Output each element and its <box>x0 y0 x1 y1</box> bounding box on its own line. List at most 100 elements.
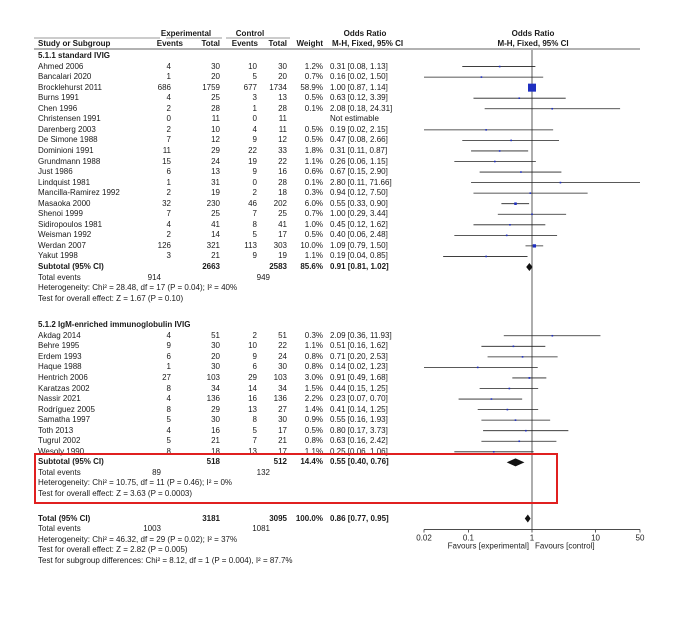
study-total-exp: 34 <box>211 383 220 393</box>
study-marker <box>490 398 493 400</box>
study-marker <box>498 65 501 68</box>
study-or-ci: 0.47 [0.08, 2.66] <box>330 135 388 145</box>
study-marker <box>518 97 521 99</box>
study-marker <box>480 76 483 78</box>
study-weight: 0.5% <box>304 135 323 145</box>
total-events-ctl: 1081 <box>252 524 270 534</box>
subtotal-highlight-box <box>34 453 558 504</box>
study-total-exp: 28 <box>211 103 220 113</box>
study-total-ctl: 51 <box>278 330 287 340</box>
study-marker <box>518 440 521 443</box>
study-total-ctl: 19 <box>278 251 287 261</box>
study-total-ctl: 22 <box>278 156 287 166</box>
header-experimental: Experimental <box>160 29 212 38</box>
group-title-2: 5.1.2 IgM-enriched immunoglobulin IVIG <box>38 320 191 330</box>
study-or-ci: 0.14 [0.02, 1.23] <box>330 362 388 372</box>
study-name: Yakut 1998 <box>38 251 78 261</box>
study-total-exp: 25 <box>211 93 220 103</box>
study-total-ctl: 11 <box>278 114 287 124</box>
study-events-exp: 2 <box>166 230 171 240</box>
study-events-ctl: 6 <box>252 362 257 372</box>
study-total-exp: 136 <box>206 394 220 404</box>
study-total-exp: 25 <box>211 209 220 219</box>
study-name: Samatha 1997 <box>38 415 91 425</box>
study-or-ci: 0.55 [0.33, 0.90] <box>330 198 388 208</box>
study-marker <box>485 255 487 258</box>
x-tick-label: 0.02 <box>416 534 432 543</box>
study-events-exp: 4 <box>166 219 171 229</box>
study-or-ci: 2.80 [0.11, 71.66] <box>330 177 392 187</box>
study-or-ci: 0.80 [0.17, 3.73] <box>330 425 388 435</box>
study-events-ctl: 9 <box>252 251 257 261</box>
study-total-exp: 11 <box>211 114 220 124</box>
study-total-exp: 31 <box>211 177 220 187</box>
study-name: Haque 1988 <box>38 362 82 372</box>
heterogeneity-text: Heterogeneity: Chi² = 28.48, df = 17 (P … <box>38 283 238 293</box>
study-events-ctl: 19 <box>248 156 257 166</box>
study-marker <box>514 419 517 421</box>
study-events-ctl: 9 <box>252 351 257 361</box>
study-or-ci: 0.71 [0.20, 2.53] <box>330 351 388 361</box>
study-total-exp: 41 <box>211 219 220 229</box>
study-events-exp: 6 <box>166 351 171 361</box>
study-name: Chen 1996 <box>38 103 78 113</box>
study-events-ctl: 13 <box>248 446 257 456</box>
study-events-ctl: 7 <box>252 436 257 446</box>
study-or-ci: 0.94 [0.12, 7.50] <box>330 188 388 198</box>
study-total-ctl: 12 <box>278 135 287 145</box>
study-or-ci: 0.19 [0.02, 2.15] <box>330 124 388 134</box>
study-or-ci: 2.08 [0.18, 24.31] <box>330 103 393 113</box>
study-total-ctl: 17 <box>278 425 287 435</box>
study-total-ctl: 28 <box>278 177 287 187</box>
study-weight: 10.0% <box>300 240 323 250</box>
study-weight: 1.1% <box>304 156 323 166</box>
study-name: Darenberg 2003 <box>38 124 96 134</box>
study-marker <box>521 356 524 358</box>
study-events-ctl: 10 <box>248 61 257 71</box>
study-name: Shenoi 1999 <box>38 209 83 219</box>
favours-control-label: Favours [control] <box>535 542 595 551</box>
study-or-ci: 0.31 [0.11, 0.87] <box>330 145 388 155</box>
study-total-exp: 20 <box>211 351 220 361</box>
study-marker <box>528 377 531 379</box>
study-total-exp: 19 <box>211 188 220 198</box>
study-total-exp: 10 <box>211 124 220 134</box>
study-name: Weisman 1992 <box>38 230 92 240</box>
subtotal-label: Subtotal (95% CI) <box>38 262 104 271</box>
study-total-ctl: 18 <box>278 188 287 198</box>
study-name: Rodríguez 2005 <box>38 404 95 414</box>
study-total-exp: 18 <box>211 446 220 456</box>
study-events-exp: 8 <box>166 383 171 393</box>
study-events-ctl: 22 <box>248 145 257 155</box>
study-weight: 0.6% <box>304 167 323 177</box>
study-total-exp: 24 <box>211 156 220 166</box>
subtotal-total-ctl: 2583 <box>269 262 287 271</box>
study-or-ci: 2.09 [0.36, 11.93] <box>330 330 392 340</box>
study-total-exp: 103 <box>206 372 220 382</box>
header-weight: Weight <box>296 39 323 48</box>
study-or-ci: 0.41 [0.14, 1.25] <box>330 404 388 414</box>
study-events-ctl: 2 <box>252 188 257 198</box>
study-marker <box>485 129 487 131</box>
study-events-exp: 126 <box>157 240 171 250</box>
study-events-exp: 4 <box>166 425 171 435</box>
study-name: Just 1986 <box>38 167 73 177</box>
subtotal-weight: 14.4% <box>300 457 323 467</box>
header-or-left: Odds Ratio <box>343 29 387 38</box>
study-total-exp: 30 <box>211 415 220 425</box>
study-events-exp: 15 <box>162 156 171 166</box>
study-events-exp: 8 <box>166 446 171 456</box>
study-or-ci: 0.25 [0.06, 1.06] <box>330 446 388 456</box>
study-total-exp: 30 <box>211 341 220 351</box>
study-or-ci: 0.40 [0.06, 2.48] <box>330 230 388 240</box>
study-events-ctl: 29 <box>248 372 257 382</box>
study-events-exp: 5 <box>166 415 171 425</box>
study-events-exp: 8 <box>166 404 171 414</box>
study-or-ci: 0.44 [0.15, 1.25] <box>330 383 388 393</box>
summary-diamond <box>524 514 531 523</box>
study-total-ctl: 1734 <box>269 82 287 92</box>
study-total-exp: 20 <box>211 72 220 82</box>
study-events-exp: 4 <box>166 394 171 404</box>
total-events-label: Total events <box>38 272 81 282</box>
